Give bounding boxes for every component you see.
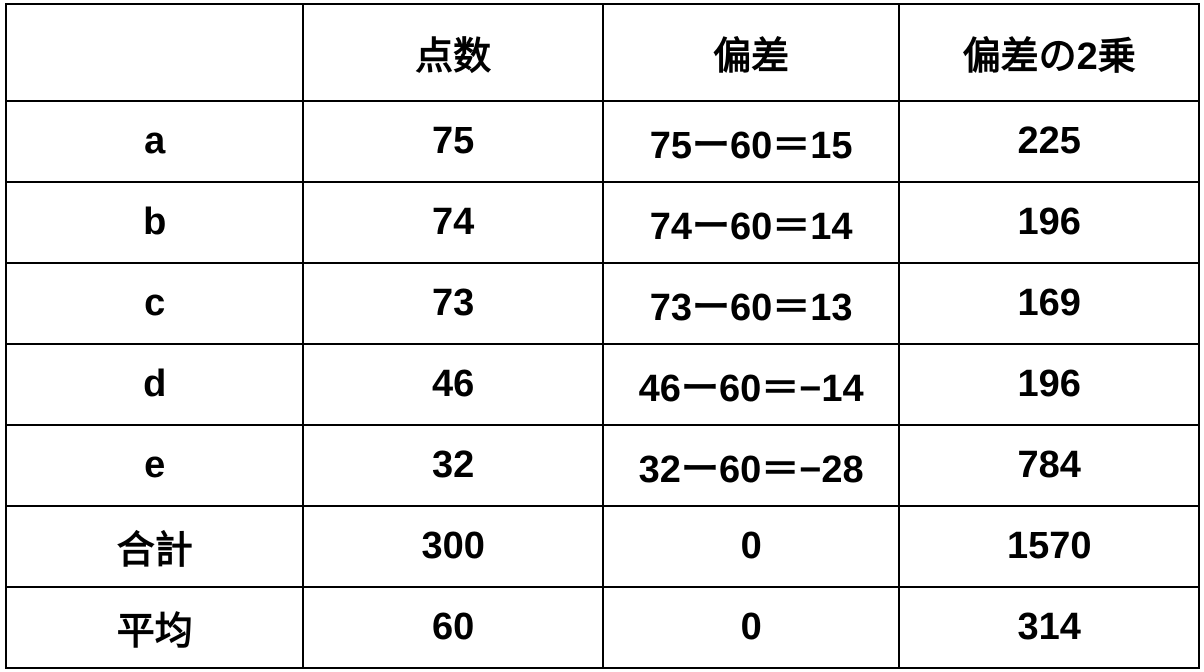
table-cell: 784 [898,424,1200,507]
table-cell: c [4,262,305,345]
table-cell: 0 [601,586,901,669]
header-cell-deviation: 偏差 [601,3,901,102]
table-row: c 73 73ー60＝13 169 [4,262,1200,345]
table-cell: 196 [898,343,1200,426]
table-cell: a [4,100,305,183]
table-cell: 225 [898,100,1200,183]
header-cell-empty [4,3,305,102]
table-cell: 46ー60＝−14 [601,343,901,426]
table-cell: 平均 [4,586,305,669]
table-cell: 60 [302,586,604,669]
table-cell: 75 [302,100,604,183]
table-cell: 169 [898,262,1200,345]
table-cell: 74 [302,181,604,264]
table-row: 平均 60 0 314 [4,586,1200,669]
deviation-table: 点数 偏差 偏差の2乗 a 75 75ー60＝15 225 b 74 74ー60＝14 196… [4,3,1200,669]
table-cell: 73ー60＝13 [601,262,901,345]
header-row: 点数 偏差 偏差の2乗 [4,3,1200,102]
table-row: b 74 74ー60＝14 196 [4,181,1200,264]
table-cell: 1570 [898,505,1200,588]
table-cell: 300 [302,505,604,588]
table-cell: 73 [302,262,604,345]
table-cell: 46 [302,343,604,426]
header-cell-score: 点数 [302,3,604,102]
table-row: a 75 75ー60＝15 225 [4,100,1200,183]
table-row: d 46 46ー60＝−14 196 [4,343,1200,426]
header-cell-deviation-squared: 偏差の2乗 [898,3,1200,102]
table-cell: 74ー60＝14 [601,181,901,264]
table-cell: 32ー60＝−28 [601,424,901,507]
table-cell: 196 [898,181,1200,264]
table-row: 合計 300 0 1570 [4,505,1200,588]
table-cell: 32 [302,424,604,507]
table-cell: 75ー60＝15 [601,100,901,183]
table-cell: d [4,343,305,426]
table-cell: e [4,424,305,507]
table-row: e 32 32ー60＝−28 784 [4,424,1200,507]
table-cell: 合計 [4,505,305,588]
table-cell: b [4,181,305,264]
table-cell: 314 [898,586,1200,669]
table-cell: 0 [601,505,901,588]
